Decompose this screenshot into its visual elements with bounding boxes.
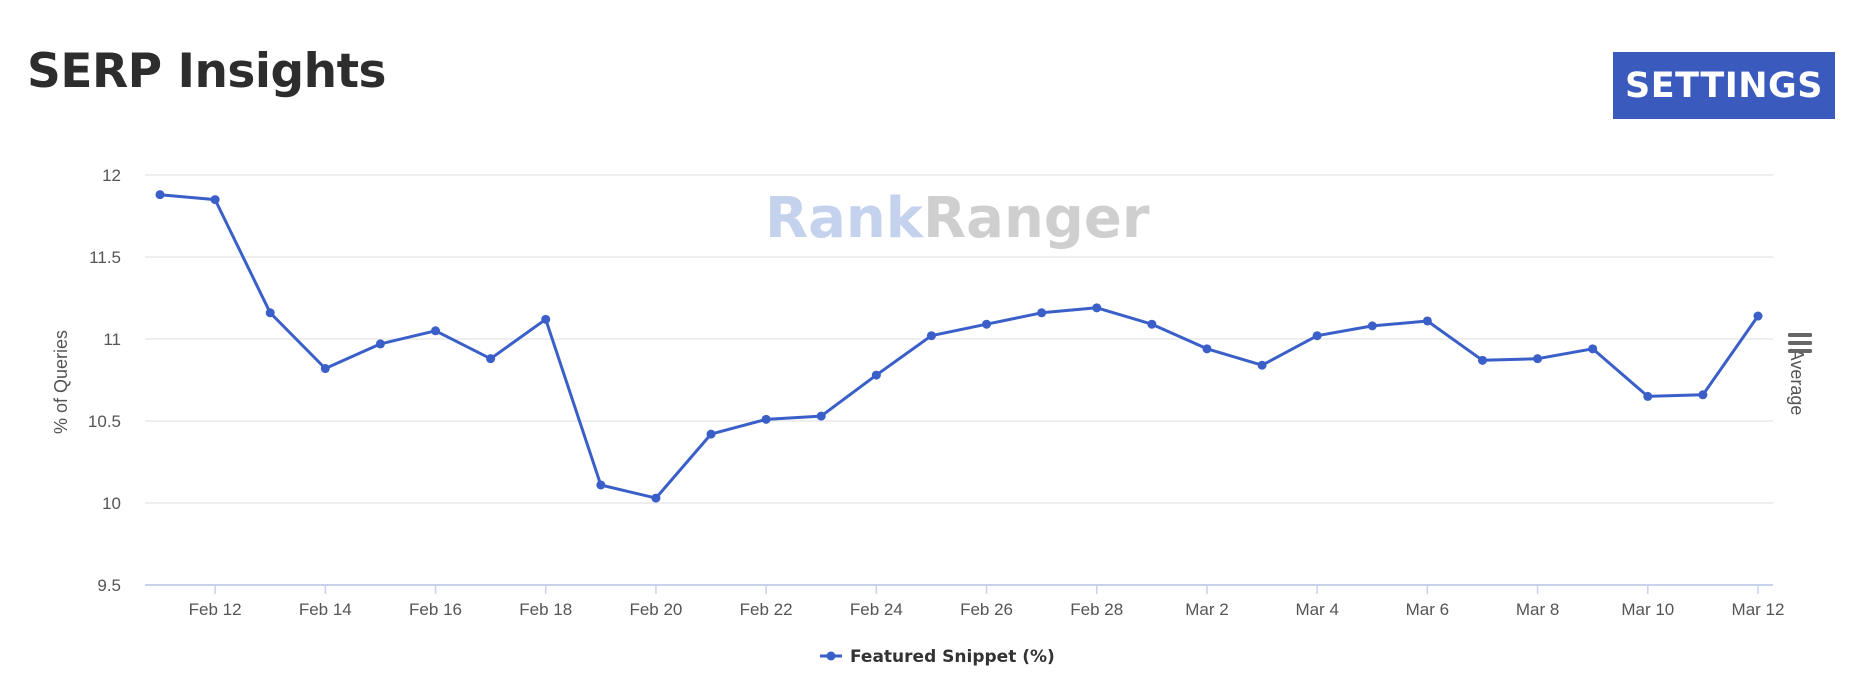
- data-point[interactable]: [706, 429, 716, 439]
- series-line: [159, 193, 1760, 500]
- y-tick-label: 11.5: [89, 248, 121, 267]
- data-point[interactable]: [816, 411, 826, 421]
- data-point[interactable]: [1533, 354, 1543, 364]
- watermark: Rank Ranger: [765, 186, 1150, 251]
- x-tick-label: Feb 18: [519, 600, 572, 619]
- data-point[interactable]: [596, 480, 606, 490]
- y-tick-label: 10: [102, 494, 121, 513]
- y-tick-label: 11: [103, 330, 121, 349]
- menu-icon-bar: [1788, 341, 1812, 345]
- y-axis-ticks: 9.5 10 10.5 11 11.5 12: [88, 166, 121, 595]
- data-point[interactable]: [375, 339, 385, 349]
- data-point[interactable]: [1147, 319, 1157, 329]
- x-tick-label: Feb 24: [850, 600, 903, 619]
- x-tick-label: Feb 20: [629, 600, 682, 619]
- y-tick-label: 9.5: [97, 576, 121, 595]
- x-axis-ticks: Feb 12 Feb 14 Feb 16 Feb 18 Feb 20 Feb 22 Feb …: [189, 585, 1785, 619]
- data-point[interactable]: [1037, 308, 1047, 318]
- x-tick-label: Mar 10: [1621, 600, 1674, 619]
- settings-button[interactable]: SETTINGS: [1613, 52, 1835, 119]
- data-point[interactable]: [1477, 355, 1487, 365]
- data-point[interactable]: [155, 190, 165, 200]
- data-point[interactable]: [210, 195, 220, 205]
- data-point[interactable]: [926, 331, 936, 341]
- x-tick-label: Feb 26: [960, 600, 1013, 619]
- x-tick-label: Feb 16: [409, 600, 462, 619]
- data-point[interactable]: [486, 354, 496, 364]
- watermark-ranger: Ranger: [923, 186, 1150, 251]
- data-point[interactable]: [1698, 390, 1708, 400]
- x-tick-label: Feb 14: [299, 600, 352, 619]
- secondary-y-axis-title: Average: [1787, 349, 1807, 416]
- menu-icon-bar: [1788, 349, 1812, 353]
- x-tick-label: Feb 22: [740, 600, 793, 619]
- data-point[interactable]: [761, 414, 771, 424]
- menu-icon-bar: [1788, 333, 1812, 337]
- data-point[interactable]: [541, 314, 551, 324]
- data-point[interactable]: [1422, 316, 1432, 326]
- data-point[interactable]: [1202, 344, 1212, 354]
- data-point[interactable]: [1367, 321, 1377, 331]
- y-tick-label: 10.5: [88, 412, 121, 431]
- data-point[interactable]: [265, 308, 275, 318]
- data-point[interactable]: [871, 370, 881, 380]
- data-point[interactable]: [1312, 331, 1322, 341]
- data-point[interactable]: [982, 319, 992, 329]
- y-tick-label: 12: [102, 166, 121, 185]
- x-tick-label: Mar 6: [1406, 600, 1449, 619]
- watermark-rank: Rank: [765, 186, 925, 251]
- legend-dot-marker: [826, 651, 836, 661]
- data-point[interactable]: [651, 493, 661, 503]
- x-tick-label: Mar 12: [1732, 600, 1785, 619]
- data-point[interactable]: [1753, 311, 1763, 321]
- page-title: SERP Insights: [27, 44, 387, 99]
- chart-menu-button[interactable]: [1784, 330, 1816, 358]
- x-tick-label: Mar 2: [1185, 600, 1228, 619]
- legend-label: Featured Snippet (%): [850, 647, 1055, 667]
- x-tick-label: Mar 4: [1295, 600, 1338, 619]
- series-featured-snippet: [155, 190, 1763, 503]
- data-point[interactable]: [1588, 344, 1598, 354]
- data-point[interactable]: [320, 364, 330, 374]
- x-tick-label: Feb 12: [189, 600, 242, 619]
- x-tick-label: Feb 28: [1070, 600, 1123, 619]
- legend-item-featured-snippet[interactable]: Featured Snippet (%): [820, 647, 1055, 667]
- data-point[interactable]: [1257, 360, 1267, 370]
- y-axis-title: % of Queries: [51, 330, 71, 434]
- data-point[interactable]: [1092, 303, 1102, 313]
- x-tick-label: Mar 8: [1516, 600, 1559, 619]
- data-point[interactable]: [431, 326, 441, 336]
- data-point[interactable]: [1643, 391, 1653, 401]
- chart-gridlines: [145, 174, 1773, 586]
- chart-container: Rank Ranger 9.5 10 10.5 11 11.5 12 Feb 12 Feb …: [0, 150, 1852, 680]
